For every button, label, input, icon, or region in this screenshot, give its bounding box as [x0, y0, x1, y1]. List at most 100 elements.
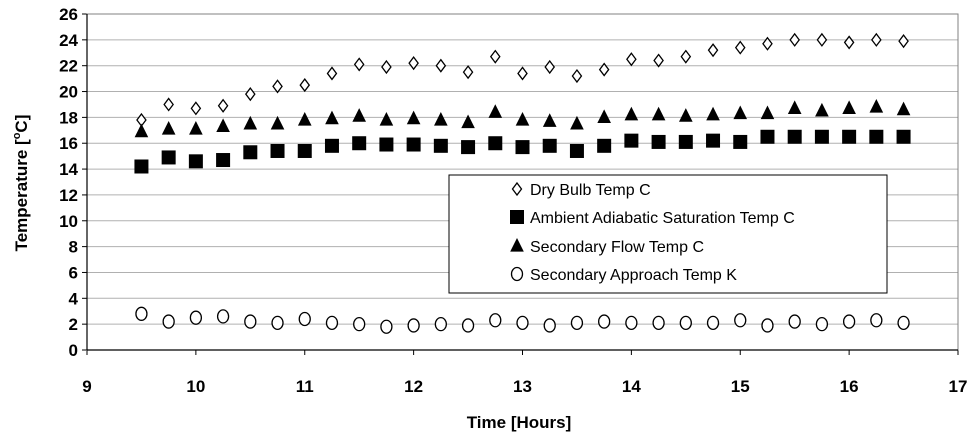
data-point-secondary-flow: [352, 108, 366, 122]
data-point-secondary-approach: [380, 319, 393, 334]
y-tick-label: 4: [69, 289, 79, 308]
data-point-dry-bulb: [789, 32, 800, 47]
data-point-dry-bulb: [843, 35, 855, 50]
x-tick-label: 10: [186, 377, 205, 396]
y-tick-label: 8: [69, 238, 78, 257]
data-point-ambient-adiabatic: [216, 153, 231, 168]
data-point-secondary-flow: [134, 123, 149, 138]
data-point-secondary-flow: [869, 99, 884, 113]
series-dry-bulb: [136, 32, 909, 128]
legend-label-dry-bulb: Dry Bulb Temp C: [530, 182, 651, 199]
data-point-secondary-flow: [787, 100, 802, 114]
data-point-ambient-adiabatic: [161, 150, 176, 165]
data-point-ambient-adiabatic: [733, 134, 748, 149]
data-point-secondary-flow: [161, 121, 176, 135]
y-axis-title-prefix: Temperature [: [12, 139, 31, 251]
x-tick-label: 17: [949, 377, 968, 396]
data-point-dry-bulb: [462, 65, 474, 80]
legend-marker-secondary-approach: [510, 266, 524, 282]
data-point-ambient-adiabatic: [569, 143, 584, 158]
data-point-secondary-flow: [815, 102, 829, 117]
data-point-secondary-flow: [624, 106, 639, 121]
series-secondary-flow: [134, 99, 911, 138]
data-point-secondary-approach: [189, 310, 203, 325]
data-point-dry-bulb: [326, 66, 338, 81]
data-point-ambient-adiabatic: [542, 138, 557, 153]
data-point-dry-bulb: [489, 49, 501, 64]
data-point-ambient-adiabatic: [433, 138, 448, 153]
data-point-secondary-flow: [515, 111, 530, 126]
data-point-dry-bulb: [898, 34, 909, 49]
data-point-secondary-approach: [570, 315, 584, 331]
y-tick-label: 12: [59, 186, 78, 205]
data-point-dry-bulb: [408, 56, 419, 71]
data-point-secondary-approach: [135, 306, 148, 321]
data-point-ambient-adiabatic: [678, 134, 693, 149]
data-point-dry-bulb: [435, 58, 447, 73]
y-tick-label: 16: [59, 134, 78, 153]
data-point-dry-bulb: [190, 101, 202, 116]
data-point-ambient-adiabatic: [597, 138, 612, 153]
legend-label-secondary-flow: Secondary Flow Temp C: [530, 239, 704, 256]
data-point-secondary-flow: [461, 114, 475, 129]
x-tick-label: 12: [404, 377, 423, 396]
data-point-secondary-approach: [706, 315, 720, 331]
data-point-dry-bulb: [626, 52, 637, 67]
data-point-secondary-flow: [379, 111, 394, 126]
data-point-ambient-adiabatic: [134, 159, 149, 174]
data-point-dry-bulb: [163, 97, 174, 112]
data-point-dry-bulb: [353, 57, 365, 72]
data-point-ambient-adiabatic: [324, 138, 339, 153]
data-point-secondary-approach: [679, 315, 692, 331]
data-point-secondary-flow: [270, 115, 285, 130]
data-series: [134, 32, 911, 334]
y-tick-label: 18: [59, 108, 78, 127]
data-point-dry-bulb: [653, 53, 664, 68]
y-tick-label: 0: [69, 341, 78, 360]
series-ambient-adiabatic: [134, 129, 911, 174]
data-point-secondary-approach: [652, 315, 665, 331]
legend-marker-dry-bulb: [511, 181, 523, 197]
data-point-secondary-flow: [243, 115, 258, 130]
data-point-ambient-adiabatic: [651, 134, 666, 149]
data-point-secondary-approach: [761, 318, 774, 333]
data-point-secondary-flow: [651, 106, 666, 121]
data-point-dry-bulb: [299, 77, 311, 93]
data-point-ambient-adiabatic: [842, 129, 857, 144]
data-point-secondary-flow: [597, 109, 611, 123]
data-point-ambient-adiabatic: [869, 129, 884, 144]
data-point-secondary-approach: [788, 314, 801, 329]
series-secondary-approach: [135, 306, 910, 334]
y-tick-label: 10: [59, 212, 78, 231]
data-point-ambient-adiabatic: [352, 136, 367, 151]
data-point-secondary-flow: [896, 101, 911, 116]
data-point-dry-bulb: [517, 66, 528, 81]
data-point-secondary-approach: [598, 314, 611, 329]
data-point-secondary-flow: [406, 110, 421, 125]
data-point-secondary-approach: [325, 315, 339, 331]
data-point-secondary-flow: [733, 105, 748, 120]
legend: Dry Bulb Temp C Ambient Adiabatic Saturat…: [448, 174, 888, 294]
x-tick-label: 14: [622, 377, 641, 396]
data-point-ambient-adiabatic: [624, 133, 639, 148]
data-point-secondary-approach: [897, 315, 910, 331]
data-point-secondary-flow: [706, 106, 720, 121]
data-point-secondary-approach: [216, 309, 230, 324]
y-tick-label: 20: [59, 83, 78, 102]
data-point-dry-bulb: [544, 59, 556, 75]
x-tick-labels: 9 10 11 12 13 14 15 16 17: [82, 377, 967, 396]
data-point-secondary-approach: [407, 318, 420, 333]
data-point-secondary-approach: [434, 317, 447, 332]
data-point-secondary-flow: [679, 108, 693, 122]
data-point-secondary-approach: [244, 314, 257, 329]
data-point-secondary-flow: [189, 121, 203, 135]
data-point-secondary-approach: [489, 313, 502, 328]
data-point-secondary-flow: [542, 113, 557, 127]
data-point-ambient-adiabatic: [515, 140, 530, 155]
y-tick-label: 6: [69, 263, 78, 282]
data-point-secondary-flow: [760, 105, 775, 120]
data-point-dry-bulb: [245, 87, 256, 102]
data-point-secondary-flow: [570, 115, 584, 130]
